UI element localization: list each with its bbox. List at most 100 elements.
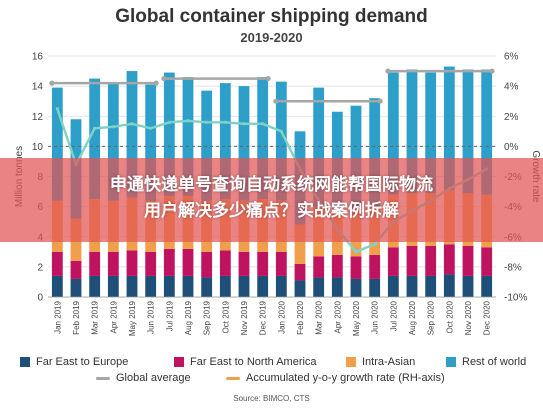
bar-segment [257, 77, 269, 200]
bar-segment [313, 87, 325, 207]
bar-segment [294, 280, 306, 297]
x-tick-label: Jun 2020 [371, 300, 380, 333]
bar-segment [182, 275, 194, 297]
bar-segment [257, 251, 269, 276]
global-average-endpoint [49, 80, 55, 86]
bar-segment [126, 275, 138, 297]
bar-segment [350, 278, 362, 297]
bar-segment [275, 251, 287, 276]
y2-tick-label: -8% [504, 262, 522, 273]
y-tick-label: 2 [37, 262, 43, 273]
x-tick-label: Feb 2020 [296, 300, 305, 334]
global-average-endpoint [153, 80, 159, 86]
x-tick-label: Nov 2020 [464, 300, 473, 335]
legend-line-growth-rate [226, 376, 240, 380]
y-tick-label: 12 [32, 112, 44, 123]
growth-rate-point [279, 129, 283, 133]
legend-line-global-average [96, 376, 110, 380]
bar-segment [89, 78, 101, 200]
bar-segment [201, 277, 213, 297]
legend-item-global-average: Global average [96, 372, 191, 384]
bar-segment [51, 87, 63, 201]
bar-segment [145, 251, 157, 276]
overlay-banner: 申通快递单号查询自动系统网能帮国际物流 用户解决多少痛点？实战案例拆解 [0, 158, 543, 242]
x-tick-label: Oct 2020 [445, 300, 454, 333]
x-tick-label: Feb 2019 [72, 300, 81, 334]
bar-segment [443, 244, 455, 275]
bar-segment [443, 66, 455, 191]
bar-segment [163, 275, 175, 297]
bar-segment [387, 275, 399, 297]
legend-item-growth-rate: Accumulated y-o-y growth rate (RH-axis) [226, 372, 445, 384]
bar-segment [331, 254, 343, 278]
growth-rate-point [261, 122, 265, 126]
growth-rate-point [205, 120, 209, 124]
y-tick-label: 16 [32, 52, 44, 63]
bar-segment [145, 275, 157, 297]
bar-segment [350, 105, 362, 210]
bar-segment [163, 72, 175, 197]
growth-rate-point [149, 126, 153, 130]
y-tick-label: 14 [32, 82, 44, 93]
bar-segment [462, 69, 474, 194]
chart-subtitle: 2019-2020 [240, 30, 303, 45]
x-tick-label: Jul 2020 [389, 300, 398, 331]
bar-segment [406, 69, 418, 194]
legend-swatch-far-east-europe [20, 357, 30, 367]
global-average-endpoint [377, 98, 383, 104]
bar-segment [107, 275, 119, 297]
legend-label-far-east-na: Far East to North America [190, 356, 317, 368]
legend-item-intra-asian: Intra-Asian [346, 356, 415, 368]
bar-segment [145, 84, 157, 201]
source-note: Source: BIMCO, CTS [233, 394, 310, 403]
bar-segment [89, 275, 101, 297]
legend-item-rest-of-world: Rest of world [446, 356, 526, 368]
growth-rate-point [55, 107, 59, 111]
bar-segment [126, 250, 138, 276]
y-tick-label: 10 [32, 142, 44, 153]
x-tick-label: May 2019 [128, 300, 137, 336]
bar-segment [369, 254, 381, 279]
bar-segment [275, 81, 287, 201]
bar-segment [387, 247, 399, 276]
bar-segment [425, 245, 437, 276]
bar-segment [257, 275, 269, 297]
bar-segment [219, 250, 231, 276]
bar-segment [481, 247, 493, 276]
x-tick-label: Sep 2019 [203, 300, 212, 335]
bar-segment [331, 277, 343, 297]
global-average-endpoint [265, 75, 271, 82]
banner-line-1: 申通快递单号查询自动系统网能帮国际物流 [110, 175, 433, 194]
bar-segment [406, 245, 418, 276]
growth-rate-point [186, 119, 190, 123]
chart-title: Global container shipping demand [115, 6, 428, 27]
bar-segment [182, 77, 194, 197]
growth-rate-point [242, 122, 246, 126]
x-tick-label: Oct 2019 [221, 300, 230, 333]
x-tick-label: Jun 2019 [147, 300, 156, 333]
global-average-endpoint [273, 98, 279, 104]
bar-segment [201, 251, 213, 278]
bar-segment [369, 98, 381, 207]
growth-rate-point [93, 126, 97, 130]
bar-segment [219, 83, 231, 200]
growth-rate-point [373, 242, 377, 246]
bar-segment [443, 274, 455, 297]
legend-label-far-east-europe: Far East to Europe [36, 356, 129, 368]
legend-swatch-intra-asian [346, 357, 356, 367]
bar-segment [369, 278, 381, 297]
x-tick-label: Mar 2019 [91, 300, 100, 334]
global-average-endpoint [489, 68, 495, 74]
x-tick-label: Jul 2019 [165, 300, 174, 331]
x-tick-label: Dec 2020 [483, 300, 492, 335]
bar-segment [462, 275, 474, 297]
y2-tick-label: 4% [504, 82, 519, 93]
bar-segment [387, 72, 399, 195]
x-tick-label: Mar 2020 [315, 300, 324, 334]
growth-rate-point [111, 125, 115, 129]
legend-label-growth-rate: Accumulated y-o-y growth rate (RH-axis) [246, 372, 445, 384]
y2-tick-label: 2% [504, 112, 519, 123]
growth-rate-point [354, 250, 358, 254]
bar-segment [163, 248, 175, 276]
x-tick-label: Aug 2020 [408, 300, 417, 335]
